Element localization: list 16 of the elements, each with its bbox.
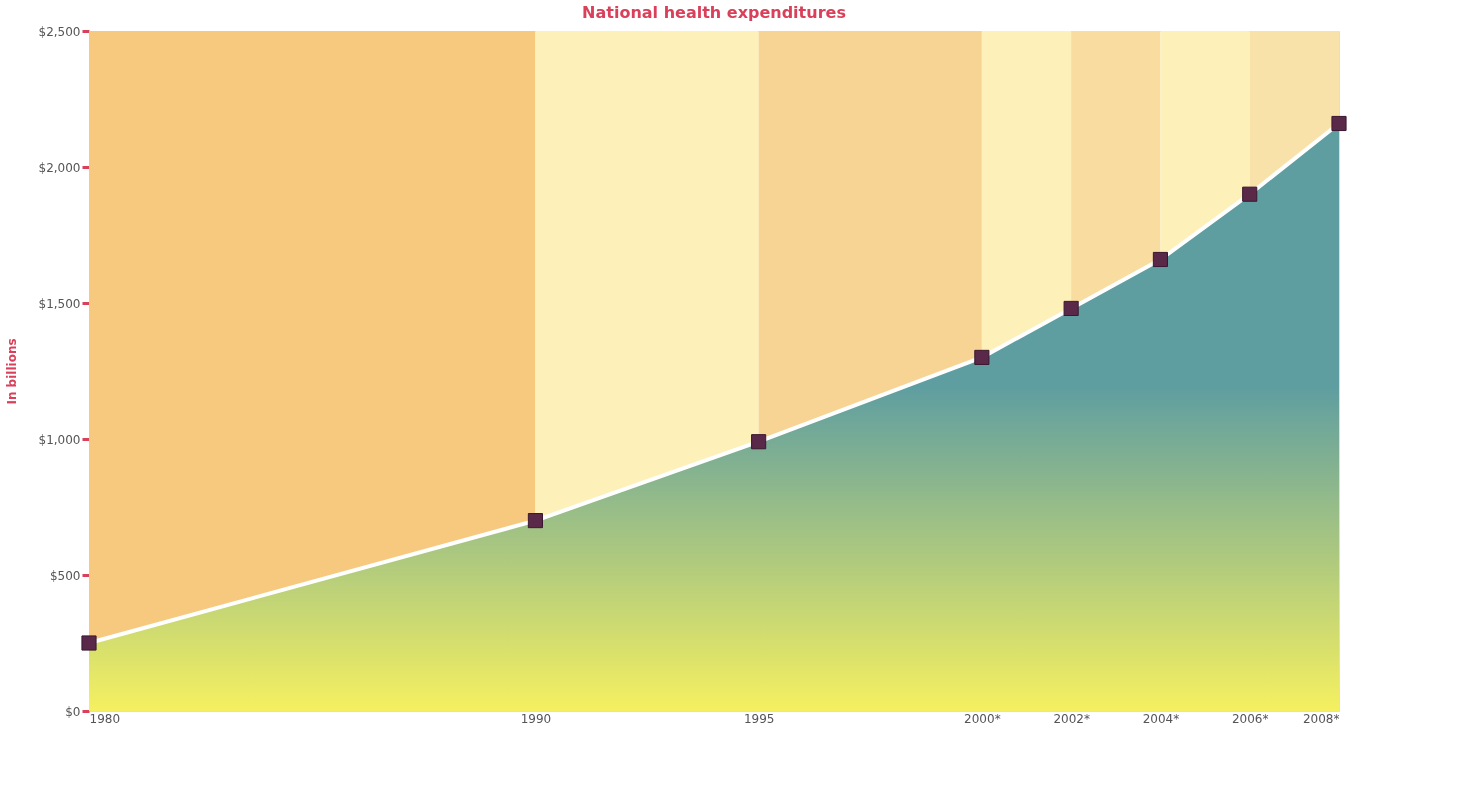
chart-title: National health expenditures: [582, 3, 846, 22]
y-tick-label: $2,500: [38, 24, 81, 39]
y-tick-label: $2,000: [38, 160, 81, 175]
x-tick-label: 1990: [520, 711, 552, 726]
y-axis-title: In billions: [4, 338, 19, 405]
y-tick-label: $500: [49, 568, 81, 583]
x-tick-label: 2006*: [1231, 711, 1269, 726]
x-tick-label: 1980: [89, 711, 121, 726]
x-tick-label: 2000*: [964, 711, 1001, 726]
y-tick-label: $1,000: [38, 432, 81, 447]
x-tick-label: 2002*: [1053, 711, 1090, 726]
y-tick-label: $1,500: [38, 296, 81, 311]
x-tick-label: 2008*: [1302, 711, 1340, 726]
x-tick-label: 2004*: [1142, 711, 1180, 726]
x-tick-label: 1995: [743, 711, 775, 726]
y-tick-label: $0: [65, 704, 81, 719]
